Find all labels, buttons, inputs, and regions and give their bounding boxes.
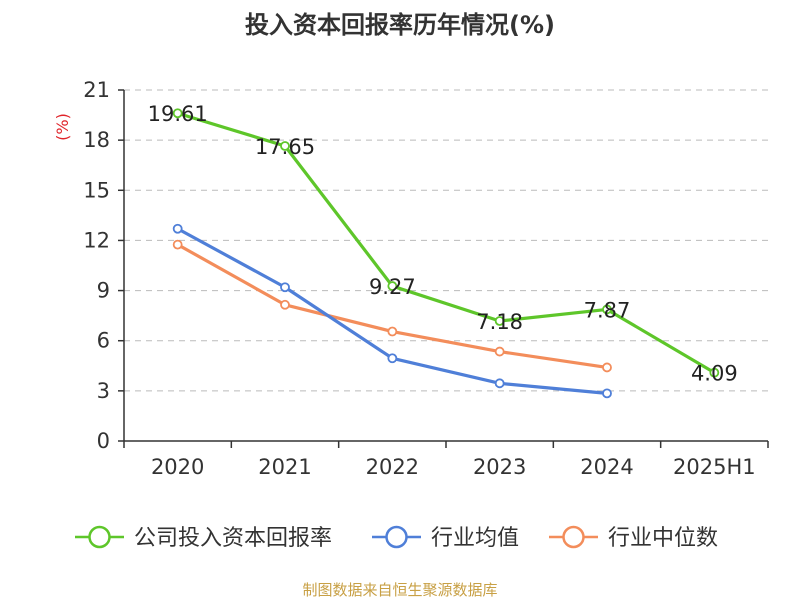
data-label: 17.65 — [255, 135, 315, 159]
source-note: 制图数据来自恒生聚源数据库 — [302, 581, 497, 599]
legend-label: 行业中位数 — [608, 526, 718, 551]
y-tick-label: 21 — [83, 78, 110, 102]
legend-item: 公司投入资本回报率 — [75, 525, 332, 551]
data-point — [602, 388, 612, 399]
x-tick-label: 2023 — [473, 455, 526, 479]
y-axis-label: (%) — [53, 113, 72, 141]
y-tick-label: 15 — [83, 178, 110, 202]
series-line — [176, 227, 609, 395]
data-point — [172, 223, 183, 234]
x-tick-label: 2025H1 — [673, 455, 756, 479]
data-point — [172, 108, 183, 119]
y-tick-label: 9 — [97, 279, 110, 303]
data-label: 7.18 — [476, 310, 523, 334]
data-label: 9.27 — [369, 275, 416, 299]
data-point — [280, 282, 290, 293]
y-tick-label: 0 — [97, 429, 110, 453]
axes: 0 3 6 9 12 15 18 21 2020 2021 2022 2023 2024 2025H1 — [83, 78, 769, 479]
x-tick-label: 2020 — [151, 455, 204, 479]
legend-item: 行业均值 — [372, 525, 519, 551]
series-lines — [172, 108, 720, 399]
y-tick-label: 18 — [83, 128, 110, 152]
chart-title: 投入资本回报率历年情况(%) — [245, 11, 555, 39]
data-label: 19.61 — [148, 102, 208, 126]
y-tick-label: 6 — [97, 329, 110, 353]
data-labels: 19.61 17.65 9.27 7.18 7.87 4.09 — [148, 102, 738, 385]
legend-label: 行业均值 — [431, 526, 519, 551]
data-label: 4.09 — [691, 362, 738, 386]
data-point — [280, 141, 290, 151]
legend-item: 行业中位数 — [549, 525, 718, 551]
data-point — [387, 281, 398, 291]
data-point — [387, 326, 398, 337]
legend-label: 公司投入资本回报率 — [134, 526, 332, 551]
series-line — [176, 111, 716, 375]
data-point — [709, 367, 720, 378]
data-point — [602, 362, 612, 373]
x-tick-label: 2021 — [258, 455, 311, 479]
legend-marker — [562, 525, 585, 549]
x-tick-label: 2024 — [580, 455, 633, 479]
data-point — [172, 239, 183, 250]
series-2 — [172, 239, 612, 373]
legend-marker — [385, 525, 408, 549]
series-0 — [172, 108, 720, 378]
data-point — [387, 353, 398, 364]
x-tick-label: 2022 — [366, 455, 419, 479]
data-point — [280, 299, 290, 310]
legend: 公司投入资本回报率 行业均值 行业中位数 — [75, 525, 718, 551]
series-1 — [172, 223, 612, 399]
data-point — [494, 316, 505, 326]
data-point — [494, 378, 505, 389]
data-label: 7.87 — [584, 298, 631, 322]
y-tick-label: 3 — [97, 379, 110, 403]
data-point — [602, 304, 612, 315]
legend-marker — [88, 525, 111, 549]
y-tick-label: 12 — [83, 228, 110, 252]
data-point — [494, 346, 505, 357]
